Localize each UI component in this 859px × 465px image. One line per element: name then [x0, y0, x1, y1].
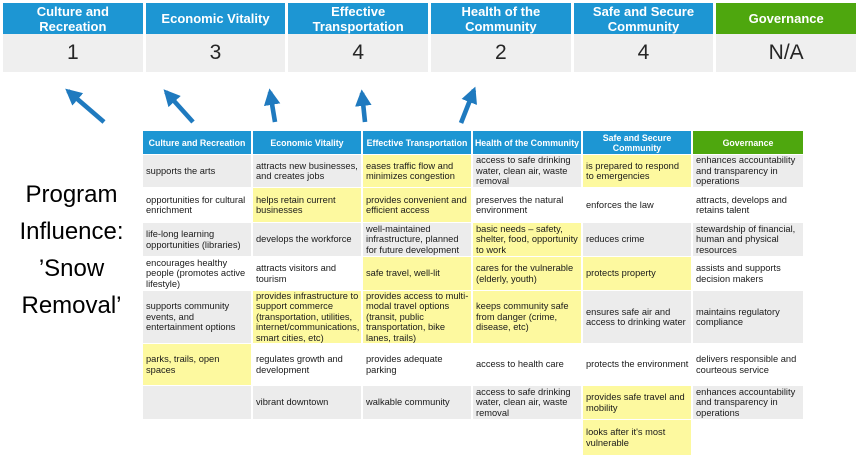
matrix-cell: enhances accountability and transparency… — [693, 386, 803, 420]
matrix-cell: provides convenient and efficient access — [363, 188, 473, 223]
matrix-cell — [693, 420, 803, 456]
matrix-cell: vibrant downtown — [253, 386, 363, 420]
matrix-cell — [253, 420, 363, 456]
influence-score: 1 — [3, 34, 143, 72]
matrix-cell: enforces the law — [583, 188, 693, 223]
matrix-column-header: Culture and Recreation — [143, 131, 253, 155]
matrix-cell: preserves the natural environment — [473, 188, 583, 223]
influence-score: 3 — [145, 34, 286, 72]
influence-score: N/A — [716, 34, 856, 72]
matrix-cell: encourages healthy people (promotes acti… — [143, 257, 253, 291]
matrix-cell: protects the environment — [583, 344, 693, 386]
score-column: Safe and Secure Community 4 — [573, 3, 714, 72]
matrix-column-header: Economic Vitality — [253, 131, 363, 155]
matrix-cell: looks after it's most vulnerable — [583, 420, 693, 456]
matrix-cell — [363, 420, 473, 456]
program-influence-title: Program Influence: ’Snow Removal’ — [0, 176, 143, 324]
matrix-cell — [143, 420, 253, 456]
matrix-cell: protects property — [583, 257, 693, 291]
matrix-cell: enhances accountability and transparency… — [693, 155, 803, 188]
scores-band: Culture and Recreation 1 Economic Vitality… — [3, 3, 856, 72]
matrix-cell: cares for the vulnerable (elderly, youth… — [473, 257, 583, 291]
up-arrow-icon — [263, 88, 281, 123]
matrix-cell: access to safe drinking water, clean air… — [473, 386, 583, 420]
category-header: Culture and Recreation — [3, 3, 143, 34]
category-header: Economic Vitality — [145, 3, 286, 34]
matrix-column-header: Governance — [693, 131, 803, 155]
matrix-cell: attracts new businesses, and creates job… — [253, 155, 363, 188]
matrix-cell: provides safe travel and mobility — [583, 386, 693, 420]
score-column: Effective Transportation 4 — [288, 3, 428, 72]
category-header: Safe and Secure Community — [573, 3, 714, 34]
matrix-cell: is prepared to respond to emergencies — [583, 155, 693, 188]
matrix-cell: regulates growth and development — [253, 344, 363, 386]
matrix-column-header: Safe and Secure Community — [583, 131, 693, 155]
matrix-cell: eases traffic flow and minimizes congest… — [363, 155, 473, 188]
matrix-cell: supports community events, and entertain… — [143, 291, 253, 344]
up-arrow-icon — [355, 89, 372, 123]
influence-score: 4 — [573, 34, 714, 72]
influence-score: 4 — [288, 34, 428, 72]
matrix-cell: access to health care — [473, 344, 583, 386]
matrix-cell: supports the arts — [143, 155, 253, 188]
matrix-cell: maintains regulatory compliance — [693, 291, 803, 344]
matrix-cell — [143, 386, 253, 420]
influence-matrix: Culture and Recreation supports the arts o… — [143, 131, 803, 456]
matrix-cell: attracts, develops and retains talent — [693, 188, 803, 223]
matrix-cell: assists and supports decision makers — [693, 257, 803, 291]
up-arrow-icon — [65, 88, 106, 124]
matrix-cell: safe travel, well-lit — [363, 257, 473, 291]
matrix-cell: delivers responsible and courteous servi… — [693, 344, 803, 386]
score-column: Health of the Community 2 — [431, 3, 571, 72]
matrix-cell — [473, 420, 583, 456]
title-line-1: Program Influence: — [19, 181, 124, 245]
matrix-cell: stewardship of financial, human and phys… — [693, 223, 803, 257]
matrix-cell: ensures safe air and access to drinking … — [583, 291, 693, 344]
matrix-cell: provides access to multi-modal travel op… — [363, 291, 473, 344]
matrix-cell: provides adequate parking — [363, 344, 473, 386]
score-column: Governance N/A — [716, 3, 856, 72]
matrix-cell: provides infrastructure to support comme… — [253, 291, 363, 344]
matrix-cell: opportunities for cultural enrichment — [143, 188, 253, 223]
matrix-cell: basic needs – safety, shelter, food, opp… — [473, 223, 583, 257]
matrix-cell: parks, trails, open spaces — [143, 344, 253, 386]
category-header: Health of the Community — [431, 3, 571, 34]
category-header: Governance — [716, 3, 856, 34]
matrix-cell: life-long learning opportunities (librar… — [143, 223, 253, 257]
matrix-column-header: Health of the Community — [473, 131, 583, 155]
score-column: Economic Vitality 3 — [145, 3, 286, 72]
matrix-cell: well-maintained infrastructure, planned … — [363, 223, 473, 257]
matrix-column-header: Effective Transportation — [363, 131, 473, 155]
matrix-cell: keeps community safe from danger (crime,… — [473, 291, 583, 344]
matrix-cell: walkable community — [363, 386, 473, 420]
matrix-cell: reduces crime — [583, 223, 693, 257]
up-arrow-icon — [458, 86, 477, 124]
category-header: Effective Transportation — [288, 3, 428, 34]
matrix-cell: access to safe drinking water, clean air… — [473, 155, 583, 188]
matrix-cell: develops the workforce — [253, 223, 363, 257]
up-arrow-icon — [163, 89, 195, 124]
matrix-cell: attracts visitors and tourism — [253, 257, 363, 291]
title-line-2: ’Snow Removal’ — [21, 255, 122, 319]
matrix-cell: helps retain current businesses — [253, 188, 363, 223]
influence-score: 2 — [431, 34, 571, 72]
score-column: Culture and Recreation 1 — [3, 3, 143, 72]
